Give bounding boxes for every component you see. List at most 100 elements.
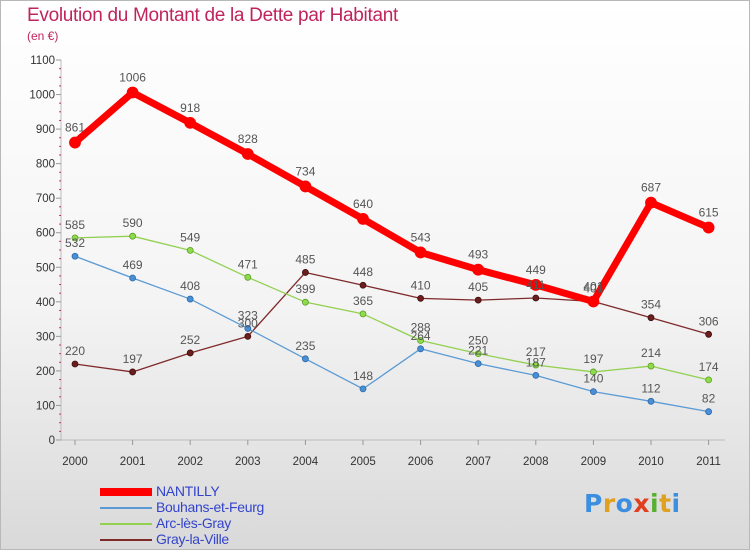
data-label: 687 [641, 181, 661, 195]
logo-letter: P [584, 489, 603, 518]
legend-swatch [100, 488, 152, 496]
legend-swatch [100, 539, 152, 541]
data-point-0 [299, 180, 312, 193]
data-point-1 [705, 408, 712, 416]
data-label: 354 [641, 298, 661, 312]
legend-label: Gray-la-Ville [156, 531, 229, 547]
x-tick-label: 2000 [62, 456, 88, 468]
data-point-2 [417, 337, 425, 344]
data-point-2 [244, 273, 252, 281]
data-point-3 [647, 314, 655, 322]
data-label: 410 [411, 278, 431, 292]
data-point-1 [129, 274, 137, 282]
x-tick-label: 2002 [177, 456, 203, 468]
data-label: 493 [468, 248, 488, 262]
data-point-0 [414, 246, 427, 259]
y-tick-label: 1000 [29, 90, 55, 102]
data-point-0 [472, 263, 485, 276]
proxiti-logo: Proxiti [584, 489, 681, 518]
data-point-3 [705, 330, 712, 338]
data-point-1 [301, 355, 309, 363]
data-point-3 [301, 269, 309, 276]
y-tick-label: 0 [49, 435, 55, 447]
series-line-1 [74, 255, 710, 413]
data-label: 140 [583, 372, 603, 386]
series-line-0 [71, 88, 713, 305]
x-tick-label: 2004 [293, 456, 319, 468]
data-point-2 [705, 376, 712, 384]
y-tick-label: 300 [36, 331, 55, 343]
x-tick-label: 2007 [465, 456, 491, 468]
data-label: 1006 [119, 70, 146, 84]
data-label: 449 [526, 263, 546, 277]
data-point-0 [184, 116, 197, 129]
data-point-2 [590, 368, 597, 376]
data-label: 532 [65, 236, 85, 250]
data-point-0 [702, 221, 715, 234]
legend-swatch [100, 523, 152, 525]
data-label: 469 [123, 258, 143, 272]
series-line-2 [74, 235, 710, 381]
data-label: 861 [65, 121, 85, 135]
y-tick-label: 600 [36, 228, 55, 240]
data-point-2 [647, 362, 655, 370]
data-point-2 [474, 350, 482, 358]
data-point-0 [529, 278, 542, 291]
data-label: 615 [699, 206, 719, 220]
data-label: 401 [583, 279, 603, 293]
data-point-0 [357, 213, 369, 225]
data-point-1 [532, 371, 540, 379]
data-label: 408 [180, 279, 200, 293]
legend-label: NANTILLY [156, 483, 220, 499]
data-point-0 [645, 196, 657, 209]
data-point-3 [417, 294, 425, 302]
data-point-2 [532, 361, 540, 369]
data-point-3 [244, 332, 252, 340]
data-label: 112 [641, 381, 660, 395]
data-label: 217 [526, 345, 546, 359]
data-label: 148 [353, 369, 373, 383]
data-point-1 [474, 360, 482, 368]
legend-label: Arc-lès-Gray [156, 515, 231, 531]
data-point-3 [129, 368, 137, 376]
data-label: 252 [180, 333, 200, 347]
data-point-0 [126, 86, 139, 99]
data-point-0 [69, 136, 81, 149]
data-point-0 [241, 148, 254, 160]
data-point-1 [647, 397, 655, 405]
x-tick-label: 2005 [350, 456, 376, 468]
data-label: 214 [641, 346, 661, 360]
x-tick-label: 2010 [638, 456, 664, 468]
data-label: 250 [468, 334, 488, 348]
data-label: 174 [699, 360, 719, 374]
data-point-3 [186, 349, 194, 357]
x-tick-label: 2009 [581, 456, 607, 468]
y-tick-label: 1100 [30, 55, 55, 67]
data-point-1 [71, 252, 79, 260]
y-tick-label: 900 [36, 124, 55, 136]
y-tick-label: 700 [36, 193, 55, 205]
data-label: 640 [353, 197, 373, 211]
data-label: 448 [353, 265, 373, 279]
data-label: 365 [353, 294, 373, 308]
data-label: 235 [295, 339, 315, 353]
logo-letter: t [659, 489, 672, 518]
data-label: 323 [238, 308, 258, 322]
data-label: 220 [65, 344, 85, 358]
x-tick-label: 2011 [696, 456, 721, 468]
data-label: 187 [526, 355, 546, 369]
x-tick-label: 2006 [408, 456, 434, 468]
legend-swatch [100, 507, 152, 509]
logo-letter: o [615, 489, 634, 518]
data-label: 300 [238, 316, 258, 330]
logo-letter: r [602, 489, 616, 518]
data-label: 197 [583, 352, 603, 366]
data-label: 221 [468, 344, 488, 358]
data-point-3 [474, 296, 482, 304]
y-tick-label: 100 [36, 400, 55, 412]
data-label: 401 [583, 281, 603, 295]
data-point-2 [71, 234, 79, 242]
series-line-3 [74, 271, 710, 373]
y-tick-label: 400 [36, 297, 55, 309]
data-label: 585 [65, 218, 85, 232]
